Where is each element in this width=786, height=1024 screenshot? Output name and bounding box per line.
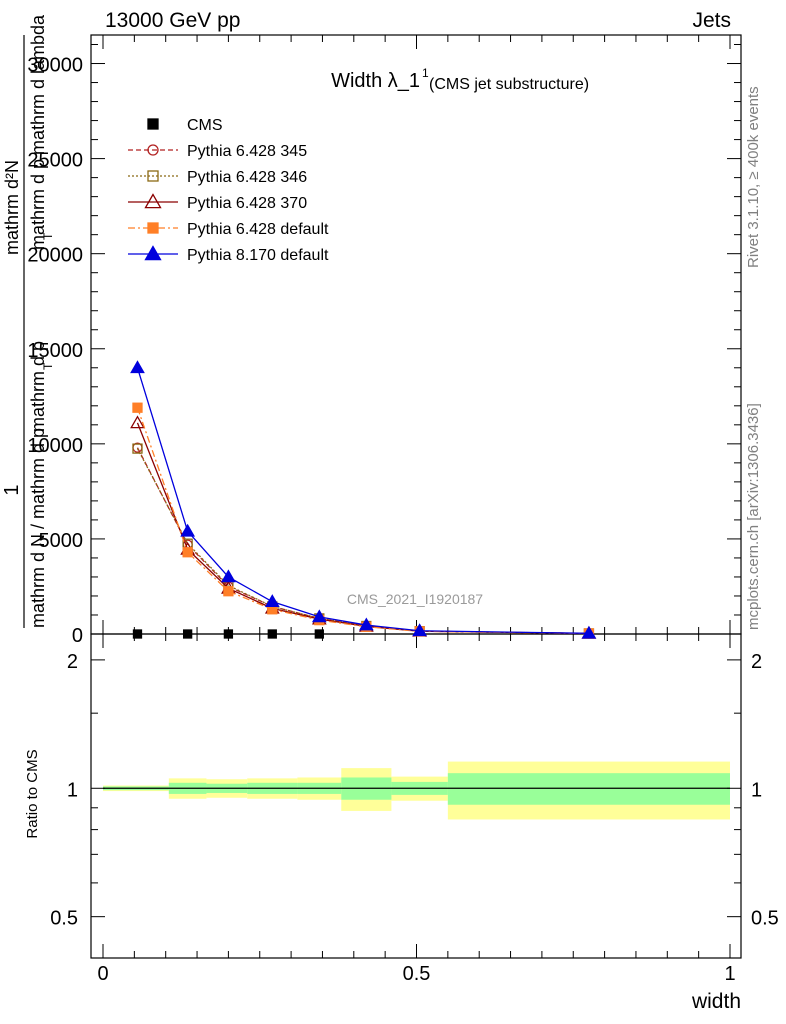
legend-marker bbox=[144, 193, 162, 209]
data-point bbox=[314, 629, 324, 639]
data-point bbox=[267, 629, 277, 639]
y-label-part-4: mathrm d lambda bbox=[28, 14, 48, 155]
series-line-5 bbox=[136, 367, 589, 634]
plot-title-sup: 1 bbox=[422, 66, 429, 80]
data-point bbox=[581, 625, 597, 639]
ratio-ytick-label-right: 2 bbox=[751, 651, 762, 673]
data-point bbox=[132, 443, 143, 454]
legend-label: Pythia 6.428 370 bbox=[187, 195, 307, 212]
y-label-part-3: mathrm d p bbox=[28, 159, 48, 250]
rivet-label: Rivet 3.1.10, ≥ 400k events bbox=[745, 86, 762, 268]
ratio-ytick-label-right: 1 bbox=[751, 779, 762, 801]
series-line-2 bbox=[136, 448, 589, 635]
y-label-frac-top: mathrm d²N bbox=[2, 160, 22, 255]
xtick-label: 0 bbox=[97, 963, 108, 985]
watermark: CMS_2021_I1920187 bbox=[347, 591, 483, 607]
legend-entry-0: CMS bbox=[147, 117, 223, 134]
legend-entry-2: Pythia 6.428 346 bbox=[128, 169, 307, 186]
y-label-sub-2: T bbox=[41, 232, 55, 240]
legend-label: CMS bbox=[187, 117, 223, 134]
legend-marker bbox=[144, 245, 162, 261]
legend-label: Pythia 6.428 346 bbox=[187, 169, 307, 186]
ratio-y-label: Ratio to CMS bbox=[24, 749, 41, 838]
legend-marker bbox=[147, 144, 159, 156]
header-left: 13000 GeV pp bbox=[105, 9, 241, 32]
legend-marker bbox=[147, 118, 159, 130]
y-label-sub-1: T bbox=[41, 362, 55, 370]
y-label-part-2: mathrm d p bbox=[28, 341, 48, 432]
legend-entry-3: Pythia 6.428 370 bbox=[128, 193, 307, 212]
ytick-label: 0 bbox=[72, 625, 83, 647]
legend-marker bbox=[147, 170, 159, 182]
data-point bbox=[311, 609, 327, 623]
legend-entry-5: Pythia 8.170 default bbox=[128, 245, 329, 264]
series-1 bbox=[132, 442, 595, 639]
ytick-label: 5000 bbox=[39, 530, 84, 552]
data-point bbox=[223, 586, 234, 597]
legend-label: Pythia 6.428 345 bbox=[187, 143, 307, 160]
ytick-label: 30000 bbox=[27, 55, 83, 77]
ratio-ytick-label-left: 1 bbox=[67, 779, 78, 801]
legend-marker bbox=[147, 222, 159, 234]
data-point bbox=[412, 623, 428, 637]
plot-title-sub: (CMS jet substructure) bbox=[429, 76, 589, 93]
mcplots-label: mcplots.cern.ch [arXiv:1306.3436] bbox=[745, 403, 762, 630]
ytick-label: 15000 bbox=[27, 340, 83, 362]
header-right: Jets bbox=[692, 9, 731, 32]
ytick-label: 25000 bbox=[27, 150, 83, 172]
ratio-ytick-label-right: 0.5 bbox=[751, 908, 779, 930]
legend-label: Pythia 6.428 default bbox=[187, 221, 329, 238]
data-point bbox=[132, 402, 143, 413]
legend-label: Pythia 8.170 default bbox=[187, 247, 329, 264]
data-point bbox=[182, 547, 193, 558]
legend-entry-1: Pythia 6.428 345 bbox=[128, 143, 307, 160]
ytick-label: 20000 bbox=[27, 245, 83, 267]
y-label-numerator: 1 bbox=[1, 484, 23, 495]
x-axis-label: width bbox=[691, 990, 741, 1013]
data-point bbox=[182, 629, 193, 639]
data-point bbox=[132, 629, 143, 639]
y-label-part-1: mathrm d N / mathrm d p bbox=[28, 428, 48, 628]
data-point bbox=[130, 415, 145, 429]
xtick-label: 0.5 bbox=[403, 963, 431, 985]
series-0 bbox=[132, 629, 324, 639]
data-point bbox=[358, 617, 374, 631]
ratio-ytick-label-left: 2 bbox=[67, 651, 78, 673]
ytick-label: 10000 bbox=[27, 435, 83, 457]
data-point bbox=[180, 523, 196, 537]
data-point bbox=[264, 594, 280, 608]
ratio-band-inner-7 bbox=[447, 773, 730, 805]
series-2 bbox=[132, 443, 595, 639]
legend-entry-4: Pythia 6.428 default bbox=[128, 221, 329, 238]
series-5 bbox=[130, 360, 597, 639]
data-point bbox=[221, 569, 236, 583]
data-point bbox=[130, 360, 145, 374]
plot-title: Width λ_1 bbox=[331, 70, 420, 92]
data-point bbox=[223, 629, 234, 639]
xtick-label: 1 bbox=[724, 963, 735, 985]
series-line-4 bbox=[136, 407, 589, 635]
ratio-ytick-label-left: 0.5 bbox=[50, 908, 78, 930]
